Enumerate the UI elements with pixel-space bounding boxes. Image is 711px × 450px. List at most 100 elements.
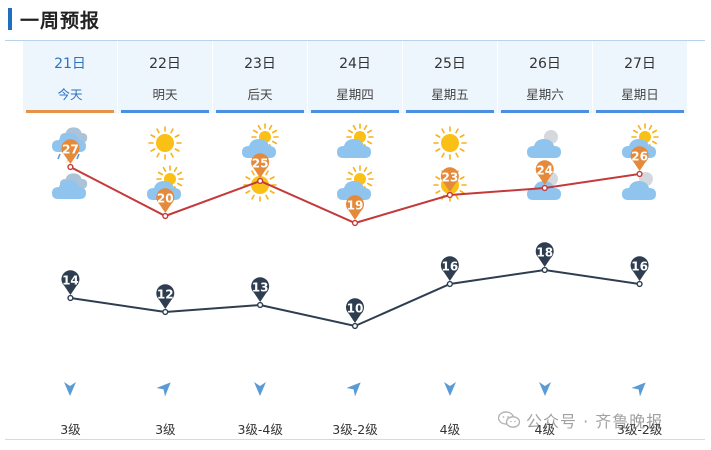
high-temp-point: 27 bbox=[61, 139, 80, 171]
wind-arrow-icon bbox=[631, 382, 646, 397]
high-temp-point: 23 bbox=[440, 167, 459, 199]
low-temp-point: 10 bbox=[346, 298, 364, 330]
wind-direction-cell bbox=[118, 379, 213, 399]
low-temp-point: 16 bbox=[440, 256, 459, 288]
day-tab-6[interactable]: 26日星期六 bbox=[498, 41, 592, 113]
high-temp-label: 23 bbox=[442, 171, 459, 185]
day-tab-4[interactable]: 24日星期四 bbox=[308, 41, 402, 113]
day-name: 星期日 bbox=[621, 87, 659, 102]
day-name: 今天 bbox=[57, 87, 83, 102]
wind-arrow-icon bbox=[254, 382, 267, 396]
tab-underline bbox=[596, 110, 684, 113]
high-temp-point: 26 bbox=[630, 146, 649, 178]
day-date: 24日 bbox=[339, 56, 371, 72]
wind-arrow-icon bbox=[157, 382, 171, 397]
low-temp-point: 14 bbox=[61, 270, 80, 302]
high-temp-label: 26 bbox=[631, 150, 648, 164]
day-tab-7[interactable]: 27日星期日 bbox=[593, 41, 687, 113]
wind-direction-cell bbox=[592, 379, 687, 399]
low-temp-point: 13 bbox=[251, 277, 270, 309]
low-temp-label: 10 bbox=[347, 302, 364, 316]
wind-direction-cell bbox=[213, 379, 308, 399]
high-temp-point: 19 bbox=[346, 195, 364, 227]
high-temp-label: 24 bbox=[536, 164, 553, 178]
low-temp-point: 12 bbox=[156, 284, 175, 316]
wind-arrow-icon bbox=[538, 382, 551, 396]
wind-direction-cell bbox=[497, 379, 592, 399]
low-temp-label: 16 bbox=[442, 260, 459, 274]
day-tab-3[interactable]: 23日后天 bbox=[213, 41, 307, 113]
partly-cloudy-icon bbox=[337, 165, 374, 200]
wind-direction-cell bbox=[308, 379, 403, 399]
high-temp-point: 24 bbox=[535, 160, 554, 192]
wind-direction-row bbox=[23, 379, 687, 399]
tab-underline bbox=[216, 110, 304, 113]
high-temp-label: 27 bbox=[62, 143, 79, 157]
day-date: 27日 bbox=[624, 56, 656, 72]
sunny-icon bbox=[148, 126, 183, 160]
overcast-icon bbox=[526, 130, 561, 158]
weather-icon-cell bbox=[402, 123, 497, 163]
wind-level: 3级-2级 bbox=[332, 422, 378, 437]
tab-underline bbox=[501, 110, 589, 113]
weather-icon-cell bbox=[118, 123, 213, 163]
high-temp-point: 25 bbox=[251, 153, 270, 185]
wind-direction-cell bbox=[23, 379, 118, 399]
high-temp-label: 19 bbox=[347, 199, 364, 213]
title-accent-bar bbox=[8, 8, 12, 30]
weather-icon-cell bbox=[213, 123, 308, 163]
wind-level: 4级 bbox=[439, 422, 461, 437]
wind-direction-cell bbox=[402, 379, 497, 399]
wind-level-row: 3级 3级 3级-4级 3级-2级 4级 4级 3级-2级 bbox=[23, 419, 687, 438]
weather-icon-cell bbox=[308, 123, 403, 163]
section-header: 一周预报 bbox=[8, 6, 100, 32]
wind-arrow-icon bbox=[443, 382, 456, 396]
day-name: 星期六 bbox=[526, 87, 564, 102]
high-temp-label: 25 bbox=[252, 157, 269, 171]
wechat-icon bbox=[498, 411, 520, 428]
sunny-icon bbox=[243, 168, 277, 202]
low-temp-label: 16 bbox=[631, 260, 648, 274]
wind-level: 3级-2级 bbox=[616, 422, 663, 437]
weather-icon-cell bbox=[497, 123, 592, 163]
day-name: 星期五 bbox=[431, 87, 469, 102]
sunny-icon bbox=[433, 126, 467, 160]
day-name: 明天 bbox=[152, 87, 178, 102]
day-date: 23日 bbox=[244, 56, 276, 72]
high-temp-label: 20 bbox=[157, 192, 174, 206]
watermark: 公众号 · 齐鲁晚报 bbox=[498, 408, 663, 432]
low-temp-label: 14 bbox=[62, 274, 79, 288]
daytime-weather-row bbox=[23, 123, 687, 163]
tab-underline bbox=[311, 110, 399, 113]
high-temp-point: 20 bbox=[156, 188, 175, 220]
tab-underline bbox=[121, 110, 209, 113]
day-date: 22日 bbox=[149, 56, 181, 72]
weather-icon-cell bbox=[213, 165, 308, 205]
page-title: 一周预报 bbox=[20, 9, 101, 32]
wind-level: 3级-4级 bbox=[237, 422, 283, 437]
temperature-chart: 27 20 25 19 23 24 26 14 12 13 10 16 18 16 bbox=[61, 139, 649, 330]
day-tab-1[interactable]: 21日 今天 bbox=[23, 41, 117, 113]
tab-underline bbox=[26, 110, 114, 113]
tab-underline bbox=[406, 110, 494, 113]
day-name: 后天 bbox=[247, 87, 273, 102]
weekly-forecast-panel: 21日 今天 22日 明天 23日 后天 24日 星期四 25日 星期五 26日 星期六 27日 星期日 … bbox=[5, 40, 705, 440]
wind-level: 3级 bbox=[60, 422, 81, 437]
weather-icon-cell bbox=[23, 165, 118, 205]
low-temp-label: 13 bbox=[252, 281, 269, 295]
day-date: 25日 bbox=[434, 56, 466, 72]
cloudy-icon bbox=[52, 173, 88, 199]
day-tab-2[interactable]: 22日明天 bbox=[118, 41, 212, 113]
low-temp-label: 12 bbox=[157, 288, 174, 302]
watermark-text: 公众号 · 齐鲁晚报 bbox=[526, 412, 664, 431]
day-name: 星期四 bbox=[336, 87, 374, 102]
day-date: 26日 bbox=[529, 56, 561, 72]
wind-arrow-icon bbox=[64, 382, 77, 396]
day-tab-5[interactable]: 25日星期五 bbox=[403, 41, 497, 113]
wind-level: 3级 bbox=[155, 422, 176, 437]
low-temp-point: 18 bbox=[535, 242, 554, 274]
low-temp-point: 16 bbox=[630, 256, 649, 288]
partly-cloudy-icon bbox=[242, 123, 279, 158]
low-temp-label: 18 bbox=[536, 246, 553, 260]
wind-arrow-icon bbox=[347, 382, 361, 397]
